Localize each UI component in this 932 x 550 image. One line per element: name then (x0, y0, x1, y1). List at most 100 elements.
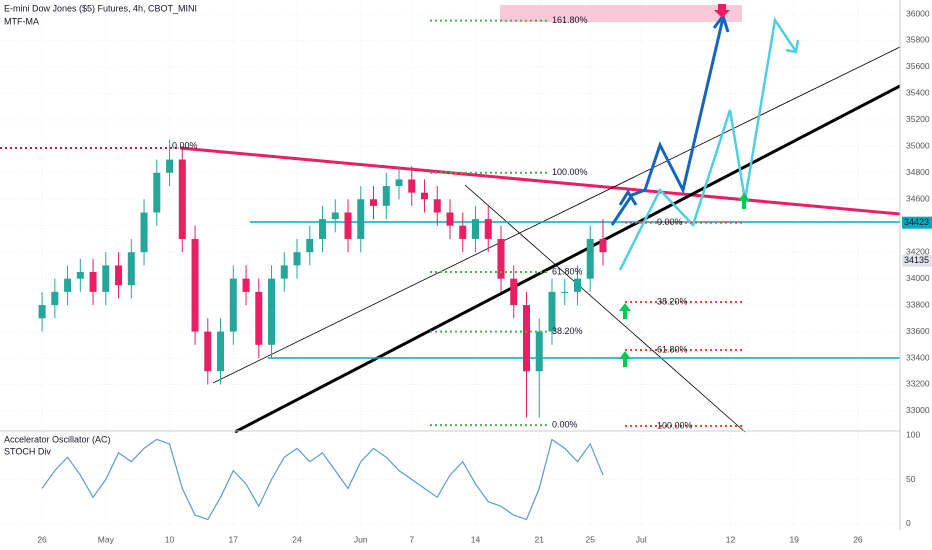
candle-body (140, 212, 148, 253)
y-tick-label: 33600 (906, 326, 930, 336)
x-tick-label: 7 (409, 534, 414, 544)
x-tick-label: 25 (585, 534, 595, 544)
x-tick-label: 24 (292, 534, 302, 544)
arrow-head (785, 39, 800, 54)
fib-label: 0.00% (657, 217, 683, 227)
fib-label: 38.20% (552, 326, 583, 336)
candle-body (115, 265, 123, 286)
y-tick-label: 34200 (906, 246, 930, 256)
x-tick-label: May (98, 534, 115, 544)
candle-body (280, 265, 288, 279)
candle-body (153, 172, 161, 213)
x-tick-label: 26 (853, 534, 863, 544)
chart-title: E-mini Dow Jones ($5) Futures, 4h, CBOT_… (4, 3, 197, 13)
price-label: 34423 (904, 217, 929, 227)
candle-body (573, 278, 581, 292)
x-tick-label: 12 (726, 534, 736, 544)
candle-body (357, 199, 365, 239)
y-tick-label: 34600 (906, 194, 930, 204)
fib-label: 0.00% (552, 419, 578, 429)
y-tick-label: 33400 (906, 352, 930, 362)
candle-body (446, 212, 454, 226)
candle-body (548, 291, 556, 332)
y-tick-label: 34000 (906, 273, 930, 283)
candle-body (510, 278, 518, 306)
candle-body (102, 265, 110, 292)
arrow-head (618, 189, 638, 206)
candle-body (497, 238, 505, 279)
candle-body (51, 291, 59, 306)
candle-body (522, 305, 530, 372)
candle-body (484, 219, 492, 239)
y-tick-label: 35200 (906, 114, 930, 124)
candle-body (178, 159, 186, 239)
candle-body (89, 272, 97, 292)
candle-body (127, 252, 135, 286)
candle-body (344, 212, 352, 239)
price-label-box (902, 216, 932, 229)
candle-body (471, 219, 480, 239)
candle-body (370, 199, 378, 206)
y-tick-label: 33000 (906, 405, 930, 415)
oscillator-line (41, 438, 604, 521)
indicator-name: MTF-MA (4, 16, 39, 26)
y-tick-label: 0 (906, 518, 911, 528)
y-tick-label: 35400 (906, 88, 930, 98)
y-tick-label: 100 (906, 429, 920, 439)
candle-body (395, 179, 403, 187)
candle-body (191, 238, 199, 332)
up-arrow (619, 303, 631, 319)
candle-body (535, 331, 543, 372)
resistance-line (179, 146, 901, 216)
fib-label: 0.00% (172, 141, 198, 151)
candle-body (319, 219, 327, 239)
candle-body (599, 238, 607, 253)
up-arrow (738, 193, 750, 209)
grid (0, 0, 900, 530)
candle-body (38, 305, 46, 319)
x-tick-label: 21 (535, 534, 545, 544)
candle-body (255, 291, 263, 345)
drawings (0, 4, 901, 434)
y-tick-label: 35600 (906, 61, 930, 71)
x-tick-label: 19 (789, 534, 799, 544)
x-tick-label: 26 (37, 534, 47, 544)
price-label-box (902, 254, 932, 267)
candle-body (331, 212, 339, 220)
candle-body (433, 199, 441, 213)
candle-body (306, 238, 314, 253)
price-label: 34135 (904, 255, 929, 265)
candle-body (420, 192, 429, 200)
y-tick-label: 35000 (906, 141, 930, 151)
fib-label: 61.80% (657, 344, 688, 354)
y-tick-label: 35800 (906, 35, 930, 45)
candle-body (76, 272, 84, 279)
projection-path (618, 16, 797, 271)
candle-body (64, 278, 72, 292)
fib-label: 100.00% (552, 167, 588, 177)
x-tick-label: 10 (165, 534, 175, 544)
candle-body (204, 331, 212, 372)
fib-label: 161.80% (552, 15, 588, 25)
candle-body (459, 225, 467, 239)
y-tick-label: 34800 (906, 167, 930, 177)
oscillator-title: Accelerator Oscillator (AC) (4, 434, 111, 444)
down-arrow (714, 4, 730, 18)
x-tick-label: 14 (471, 534, 481, 544)
candle-body (268, 278, 276, 345)
target-zone (500, 5, 742, 22)
y-tick-label: 36000 (906, 8, 930, 18)
candle-body (242, 278, 250, 292)
y-tick-label: 33800 (906, 299, 930, 309)
candle-body (586, 238, 594, 279)
y-tick-label: 33200 (906, 379, 930, 389)
y-tick-label: 50 (906, 474, 916, 484)
candle-body (293, 252, 301, 266)
oscillator-subtitle: STOCH Div (4, 446, 51, 456)
channel-line (212, 46, 901, 384)
candle-body (229, 278, 237, 332)
candle-body (166, 159, 174, 173)
candle-body (382, 186, 390, 206)
candle-body (217, 331, 225, 372)
